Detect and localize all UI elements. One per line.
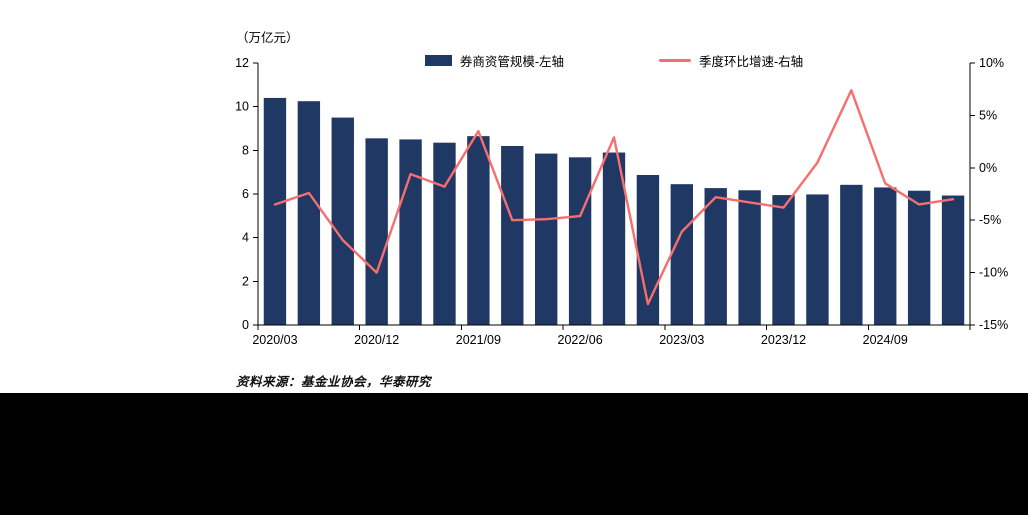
bar [941,195,965,325]
legend-bar-label: 券商资管规模-左轴 [459,55,564,69]
left-axis-tick-label: 10 [235,100,249,114]
bar [772,195,795,325]
right-axis-tick-label: -5% [979,213,1001,227]
left-axis-tick-label: 12 [235,56,249,70]
bar [806,194,829,325]
x-axis-tick-label: 2024/09 [863,333,908,347]
right-axis-tick-label: 10% [979,56,1004,70]
x-axis-tick-label: 2022/06 [558,333,603,347]
line-series-swatch-icon [659,59,691,62]
bar [365,138,388,325]
legend-item-bar-series: 券商资管规模-左轴 [424,51,564,70]
chart-plot: 0 2 4 6 8 10 12 -15% -10% -5% 0% 5% 10% 2020/03 2020/1… [235,56,1008,347]
left-axis-tick-label: 6 [242,187,249,201]
left-axis-tick-label: 4 [242,231,249,245]
source-note: 资料来源：基金业协会，华泰研究 [236,375,432,389]
legend-line-label: 季度环比增速-右轴 [699,55,804,69]
black-footer-band [0,393,1028,515]
legend: 券商资管规模-左轴 季度环比增速-右轴 [258,51,970,70]
bar [433,142,456,325]
bar [467,136,490,325]
bar [399,139,422,325]
bar [568,157,592,325]
x-axis-tick-label: 2023/12 [761,333,806,347]
bar [602,152,626,325]
bar [670,184,693,325]
left-axis-tick-label: 8 [242,143,249,157]
legend-item-line-series: 季度环比增速-右轴 [659,51,803,70]
left-axis-tick-label: 0 [242,318,249,332]
right-axis-tick-label: 5% [979,108,997,122]
bar [331,117,354,325]
right-axis-tick-label: -10% [979,266,1008,280]
x-axis-tick-label: 2020/03 [252,333,297,347]
bar [636,175,660,325]
bar [704,188,727,325]
right-axis-tick-label: 0% [979,161,997,175]
left-axis-tick-label: 2 [242,274,249,288]
bar [297,101,321,326]
x-axis-tick-label: 2021/09 [456,333,501,347]
bar [738,190,761,325]
bar [840,184,863,325]
x-axis-tick-label: 2020/12 [354,333,399,347]
bar [874,187,897,325]
bar [535,153,558,325]
right-axis-tick-label: -15% [979,318,1008,332]
growth-rate-line [273,89,955,306]
x-axis-tick-label: 2023/03 [659,333,704,347]
bar [501,145,524,325]
left-axis-unit-label: （万亿元） [236,31,299,45]
bar-series-swatch-icon [424,55,452,66]
bar [263,97,287,326]
bar [907,190,931,325]
